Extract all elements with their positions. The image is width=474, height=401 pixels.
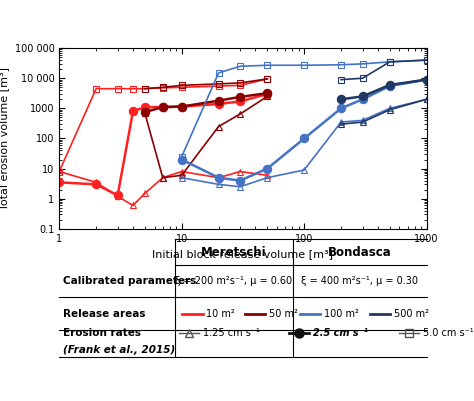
X-axis label: Initial block release volume [m³]: Initial block release volume [m³] xyxy=(153,249,333,259)
Text: 10 m²: 10 m² xyxy=(206,308,235,318)
Text: Bondasca: Bondasca xyxy=(328,245,392,259)
Text: 100 m²: 100 m² xyxy=(324,308,359,318)
Text: Meretschi: Meretschi xyxy=(201,245,266,259)
Text: 2.5 cm s⁻¹: 2.5 cm s⁻¹ xyxy=(313,328,368,338)
Text: ξ = 400 m²s⁻¹, μ = 0.30: ξ = 400 m²s⁻¹, μ = 0.30 xyxy=(301,276,418,286)
Text: ξ = 200 m²s⁻¹, μ = 0.60: ξ = 200 m²s⁻¹, μ = 0.60 xyxy=(175,276,292,286)
Text: Calibrated parameters: Calibrated parameters xyxy=(63,276,196,286)
Text: 50 m²: 50 m² xyxy=(269,308,298,318)
Text: Release areas: Release areas xyxy=(63,308,146,318)
Text: 1.25 cm s⁻¹: 1.25 cm s⁻¹ xyxy=(202,328,259,338)
Y-axis label: Total erosion volume [m³]: Total erosion volume [m³] xyxy=(0,67,9,210)
Text: 500 m²: 500 m² xyxy=(393,308,428,318)
Text: 5.0 cm s⁻¹: 5.0 cm s⁻¹ xyxy=(423,328,474,338)
Text: (Frank et al., 2015): (Frank et al., 2015) xyxy=(63,345,175,354)
Text: Erosion rates: Erosion rates xyxy=(63,328,141,338)
